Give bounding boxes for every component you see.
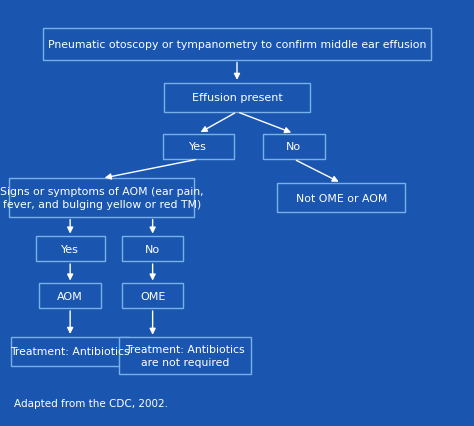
Text: Pneumatic otoscopy or tympanometry to confirm middle ear effusion: Pneumatic otoscopy or tympanometry to co… [48,40,426,50]
FancyBboxPatch shape [43,29,431,60]
Text: Not OME or AOM: Not OME or AOM [296,193,387,203]
FancyBboxPatch shape [122,284,183,308]
Text: Treatment: Antibiotics: Treatment: Antibiotics [10,346,130,357]
Text: Effusion present: Effusion present [191,93,283,103]
FancyBboxPatch shape [11,337,129,366]
FancyBboxPatch shape [163,134,234,160]
FancyBboxPatch shape [164,83,310,112]
FancyBboxPatch shape [277,184,405,213]
Text: No: No [145,244,160,254]
FancyBboxPatch shape [122,237,183,262]
FancyBboxPatch shape [9,179,194,217]
Text: Yes: Yes [61,244,79,254]
FancyBboxPatch shape [263,134,325,160]
Text: OME: OME [140,291,165,301]
Text: Adapted from the CDC, 2002.: Adapted from the CDC, 2002. [14,397,168,408]
Text: Yes: Yes [189,142,207,152]
FancyBboxPatch shape [39,284,101,308]
FancyBboxPatch shape [118,337,251,374]
Text: AOM: AOM [57,291,83,301]
FancyBboxPatch shape [36,237,104,262]
Text: No: No [286,142,301,152]
Text: Treatment: Antibiotics
are not required: Treatment: Antibiotics are not required [125,345,245,367]
Text: Signs or symptoms of AOM (ear pain,
fever, and bulging yellow or red TM): Signs or symptoms of AOM (ear pain, feve… [0,187,204,209]
